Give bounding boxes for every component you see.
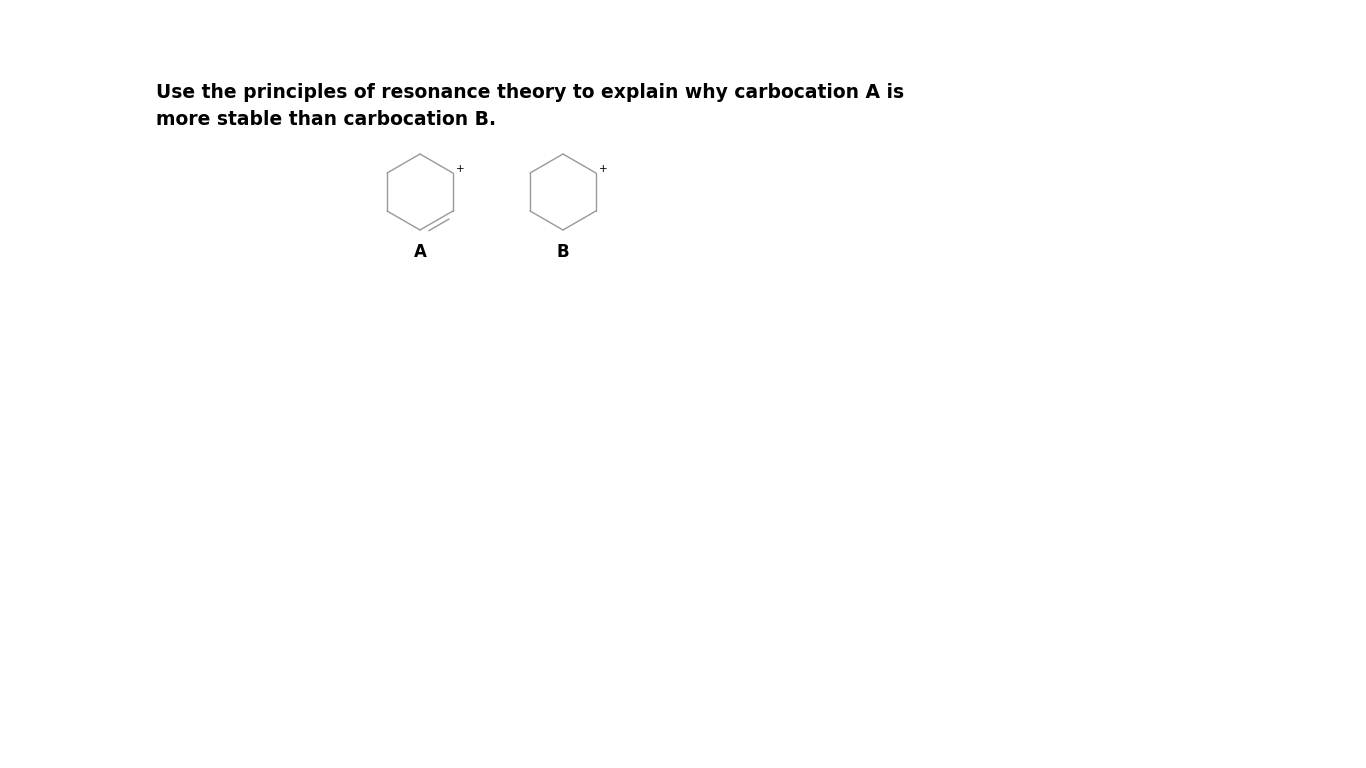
- Text: more stable than carbocation B.: more stable than carbocation B.: [156, 110, 496, 129]
- Text: Use the principles of resonance theory to explain why carbocation A is: Use the principles of resonance theory t…: [156, 83, 904, 102]
- Text: +: +: [456, 164, 464, 174]
- Text: A: A: [414, 243, 426, 261]
- Text: +: +: [598, 164, 608, 174]
- Text: B: B: [557, 243, 570, 261]
